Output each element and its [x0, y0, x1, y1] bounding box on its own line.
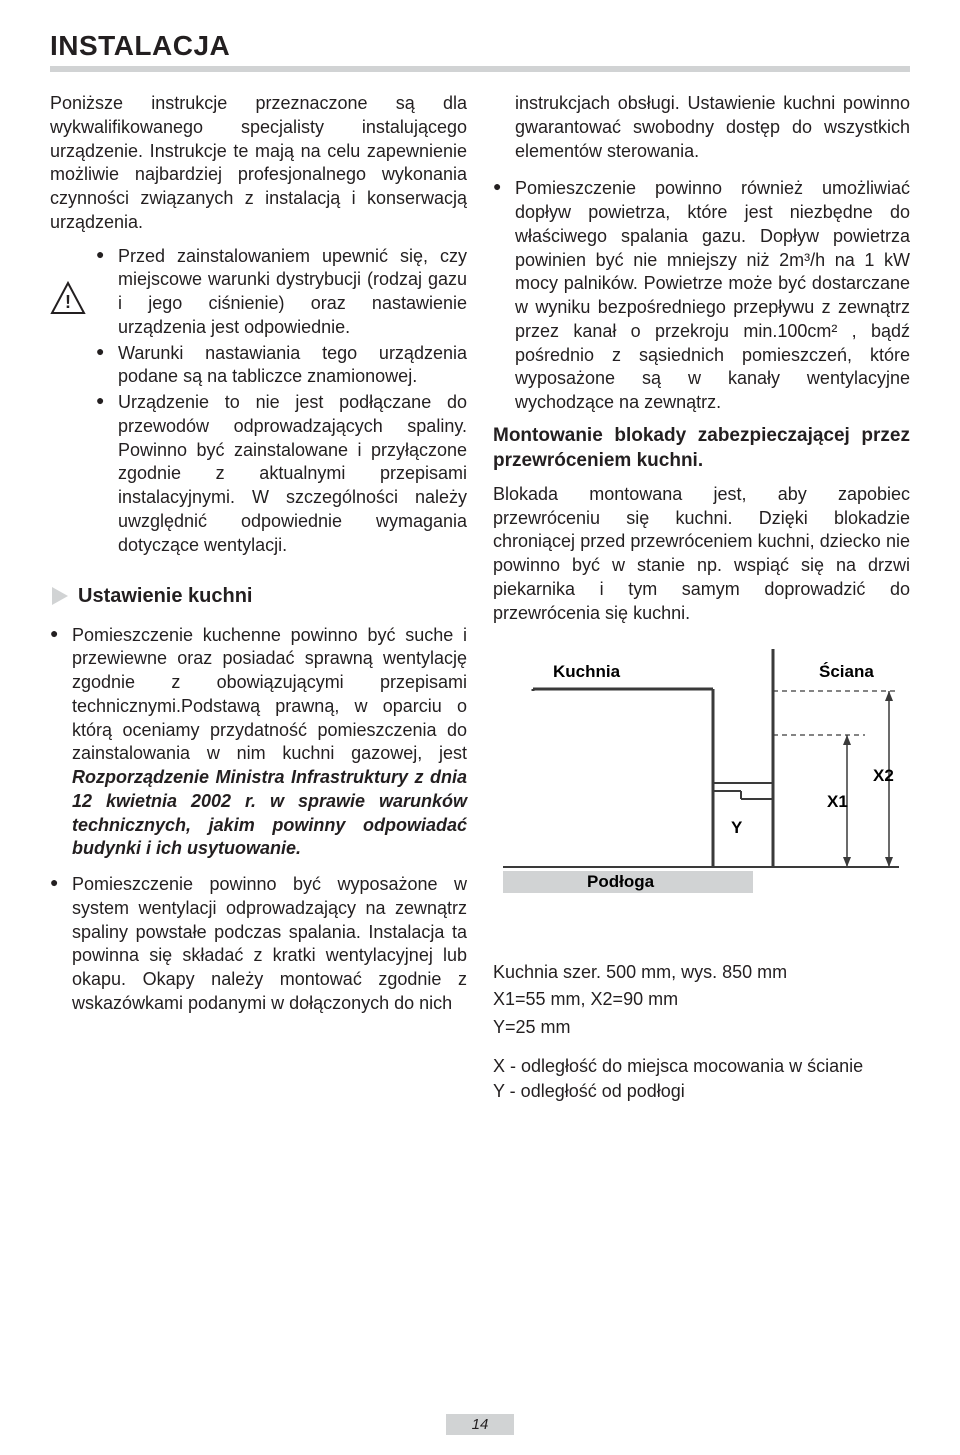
diagram-label-floor: Podłoga [587, 872, 655, 891]
diagram-label-y: Y [731, 818, 743, 837]
x1-arrow-head-down [843, 857, 851, 867]
warning-item: Warunki nastawiania tego urządzenia poda… [96, 342, 467, 390]
x1-arrow-head-up [843, 735, 851, 745]
continuation-paragraph: instrukcjach obsługi. Ustawienie kuchni … [493, 92, 910, 163]
warning-item: Urządzenie to nie jest podłączane do prz… [96, 391, 467, 557]
diagram-label-kitchen: Kuchnia [553, 662, 621, 681]
diagram-label-x1: X1 [827, 792, 848, 811]
intro-paragraph: Poniższe instrukcje przeznaczone są dla … [50, 92, 467, 235]
section-arrow-icon [50, 585, 70, 607]
section-item: Pomieszczenie kuchenne powinno być suche… [50, 624, 467, 862]
installation-diagram: Y Kuchnia Ściana Podłoga X1 X2 [493, 639, 910, 946]
dims-note-y: Y - odległość od podłogi [493, 1079, 910, 1104]
page-title: INSTALACJA [50, 30, 910, 62]
section-heading: Ustawienie kuchni [50, 583, 467, 609]
left-column: Poniższe instrukcje przeznaczone są dla … [50, 92, 467, 1104]
svg-text:!: ! [65, 292, 71, 312]
warning-icon-wrap: ! [50, 245, 86, 560]
warning-triangle-icon: ! [50, 281, 86, 315]
title-divider [50, 66, 910, 72]
blockade-subheading: Montowanie blokady zabezpieczającej prze… [493, 423, 910, 473]
warning-item: Przed zainstalowaniem upewnić się, czy m… [96, 245, 467, 340]
right-column: instrukcjach obsługi. Ustawienie kuchni … [493, 92, 910, 1104]
air-list: Pomieszczenie powinno również umożliwiać… [493, 177, 910, 415]
page-number: 14 [446, 1414, 515, 1435]
dims-line: Kuchnia szer. 500 mm, wys. 850 mm [493, 960, 910, 985]
section-bullet-list: Pomieszczenie kuchenne powinno być suche… [50, 624, 467, 1016]
diagram-svg: Y Kuchnia Ściana Podłoga X1 X2 [493, 639, 903, 939]
dims-line: Y=25 mm [493, 1015, 910, 1040]
air-item: Pomieszczenie powinno również umożliwiać… [493, 177, 910, 415]
dims-line: X1=55 mm, X2=90 mm [493, 987, 910, 1012]
law-reference: Rozporządzenie Ministra Infrastruktury z… [72, 767, 467, 858]
section-title: Ustawienie kuchni [78, 583, 253, 609]
content-columns: Poniższe instrukcje przeznaczone są dla … [50, 92, 910, 1104]
warning-list: Przed zainstalowaniem upewnić się, czy m… [96, 245, 467, 560]
blockade-paragraph: Blokada montowana jest, aby zapobiec prz… [493, 483, 910, 626]
x2-arrow-head-up [885, 691, 893, 701]
diagram-label-wall: Ściana [819, 662, 874, 681]
dims-note-x: X - odległość do miejsca mocowania w ści… [493, 1054, 910, 1079]
warning-block: ! Przed zainstalowaniem upewnić się, czy… [50, 245, 467, 560]
x2-arrow-head-down [885, 857, 893, 867]
page-number-wrap: 14 [0, 1414, 960, 1435]
diagram-label-x2: X2 [873, 766, 894, 785]
section-item: Pomieszczenie powinno być wyposażone w s… [50, 873, 467, 1016]
section-item-text: Pomieszczenie kuchenne powinno być suche… [72, 625, 467, 764]
dimensions-block: Kuchnia szer. 500 mm, wys. 850 mm X1=55 … [493, 960, 910, 1104]
